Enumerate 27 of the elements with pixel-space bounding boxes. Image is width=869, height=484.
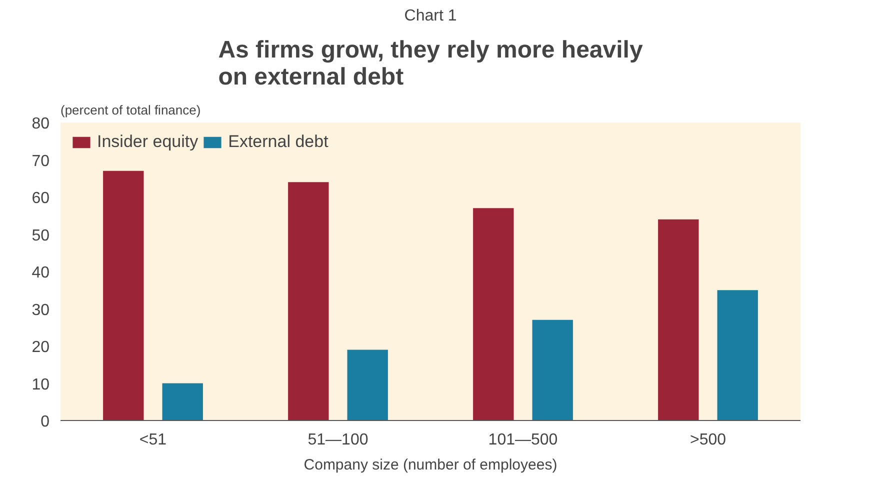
bar <box>717 290 758 420</box>
y-tick-label: 40 <box>32 264 50 282</box>
y-tick-label: 70 <box>32 152 50 170</box>
y-tick-label: 10 <box>32 376 50 394</box>
y-tick-label: 0 <box>40 414 50 430</box>
x-tick-label: >500 <box>690 432 726 448</box>
y-axis-title: (percent of total finance) <box>60 102 201 118</box>
x-axis-title: Company size (number of employees) <box>304 456 558 474</box>
y-tick-label: 50 <box>32 227 50 244</box>
bar <box>658 219 699 420</box>
chart-title: As firms grow, they rely more heavily on external debt <box>218 36 644 90</box>
y-tick-label: 80 <box>32 116 50 132</box>
x-tick-label: 51—100 <box>308 432 368 448</box>
x-tick-label: <51 <box>139 432 167 448</box>
caption: Chart 1 <box>404 8 457 24</box>
bar <box>288 182 329 420</box>
bar <box>532 320 573 420</box>
x-tick-label: 101—500 <box>488 432 558 448</box>
legend-label: Insider equity <box>97 132 198 152</box>
y-tick-label: 30 <box>32 302 50 319</box>
bar <box>162 383 203 420</box>
legend-label: External debt <box>228 132 328 152</box>
y-tick-label: 20 <box>32 339 50 356</box>
bar <box>103 170 144 420</box>
y-tick-label: 60 <box>32 190 50 207</box>
bar <box>473 208 514 420</box>
bar <box>347 350 388 420</box>
